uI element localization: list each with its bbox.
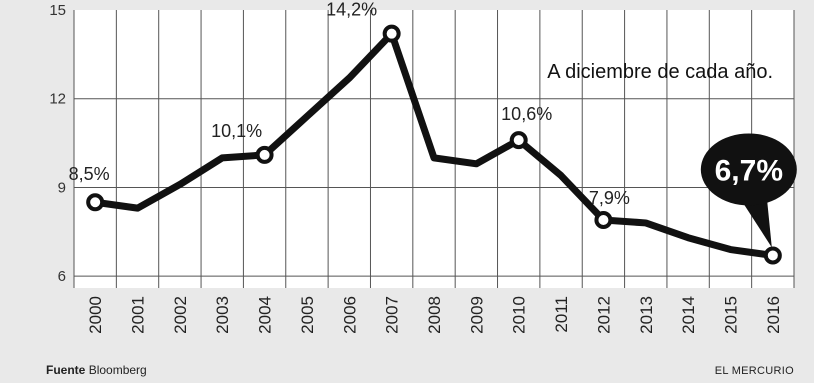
x-tick-label: 2012 [594, 296, 613, 334]
y-tick-label: 9 [58, 179, 66, 196]
x-tick-label: 2010 [510, 296, 529, 334]
x-tick-label: 2009 [467, 296, 486, 334]
data-point-marker [86, 193, 105, 212]
highlight-callout: 6,7% [700, 133, 797, 248]
markers [86, 24, 782, 265]
data-label: 7,9% [589, 188, 630, 208]
x-tick-label: 2000 [86, 296, 105, 334]
x-tick-label: 2004 [256, 296, 275, 334]
callout-pointer [740, 197, 772, 248]
data-point-marker [382, 24, 401, 43]
y-axis: 6 9 12 15 [49, 2, 66, 285]
data-label: 10,6% [501, 104, 552, 124]
chart-note: A diciembre de cada año. [547, 61, 773, 83]
data-point-marker [509, 131, 528, 150]
callout-bubble [700, 133, 797, 206]
data-labels: 8,5% 10,1% 14,2% 10,6% 7,9% [69, 0, 630, 208]
source-name: Bloomberg [88, 363, 147, 377]
data-point-marker [594, 210, 613, 229]
y-tick-label: 12 [49, 91, 66, 108]
x-tick-label: 2015 [721, 296, 740, 334]
x-tick-label: 2001 [129, 296, 148, 334]
data-label: 8,5% [69, 164, 110, 184]
x-tick-label: 2006 [340, 296, 359, 334]
x-tick-label: 2011 [552, 296, 571, 333]
publisher-credit: EL MERCURIO [714, 365, 794, 377]
x-tick-label: 2005 [298, 296, 317, 334]
y-tick-label: 15 [49, 2, 66, 19]
data-point-marker [763, 246, 782, 265]
x-tick-label: 2002 [171, 296, 190, 334]
x-tick-label: 2007 [383, 296, 402, 334]
x-tick-label: 2008 [425, 296, 444, 334]
data-label: 14,2% [326, 0, 377, 20]
highlight-value-label: 6,7% [715, 154, 783, 187]
series-line [91, 30, 777, 259]
data-label: 10,1% [211, 121, 262, 141]
y-tick-label: 6 [58, 268, 66, 285]
x-axis: 2000 2001 2002 2003 2004 2005 2006 2007 2008 2009… [86, 296, 783, 334]
x-tick-label: 2016 [764, 296, 783, 334]
x-tick-label: 2013 [637, 296, 656, 334]
source-label: Fuente [46, 363, 86, 377]
source-credit: Fuente Bloomberg [46, 363, 147, 377]
x-tick-label: 2014 [679, 296, 698, 334]
data-point-marker [255, 145, 274, 164]
x-tick-label: 2003 [213, 296, 232, 334]
